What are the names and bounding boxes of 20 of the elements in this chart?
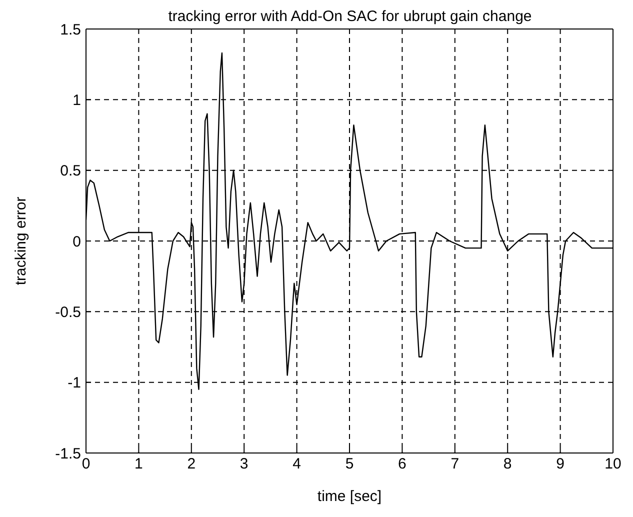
x-tick-label: 6 — [398, 456, 406, 473]
x-axis-title: time [sec] — [317, 488, 382, 505]
y-tick-label: 1.5 — [60, 21, 81, 38]
y-tick-label: -1.5 — [55, 445, 81, 462]
x-tick-label: 5 — [345, 456, 354, 473]
y-tick-label: -0.5 — [55, 304, 81, 321]
x-tick-label: 8 — [503, 456, 512, 473]
x-tick-label: 7 — [450, 456, 460, 473]
x-tick-label: 9 — [556, 456, 564, 473]
y-tick-label: 0.5 — [60, 162, 81, 180]
chart-title: tracking error with Add-On SAC for ubrupt gain change — [167, 8, 533, 25]
x-tick-label: 2 — [187, 456, 196, 473]
x-tick-label: 1 — [134, 456, 143, 473]
y-tick-label: 1 — [72, 92, 81, 109]
y-tick-label: 0 — [72, 233, 81, 250]
x-tick-label: 3 — [240, 456, 248, 473]
y-tick-label: -1 — [68, 374, 81, 392]
x-tick-label: 4 — [292, 456, 301, 473]
y-axis-title: tracking error — [12, 196, 30, 286]
x-tick-label: 10 — [604, 456, 622, 473]
